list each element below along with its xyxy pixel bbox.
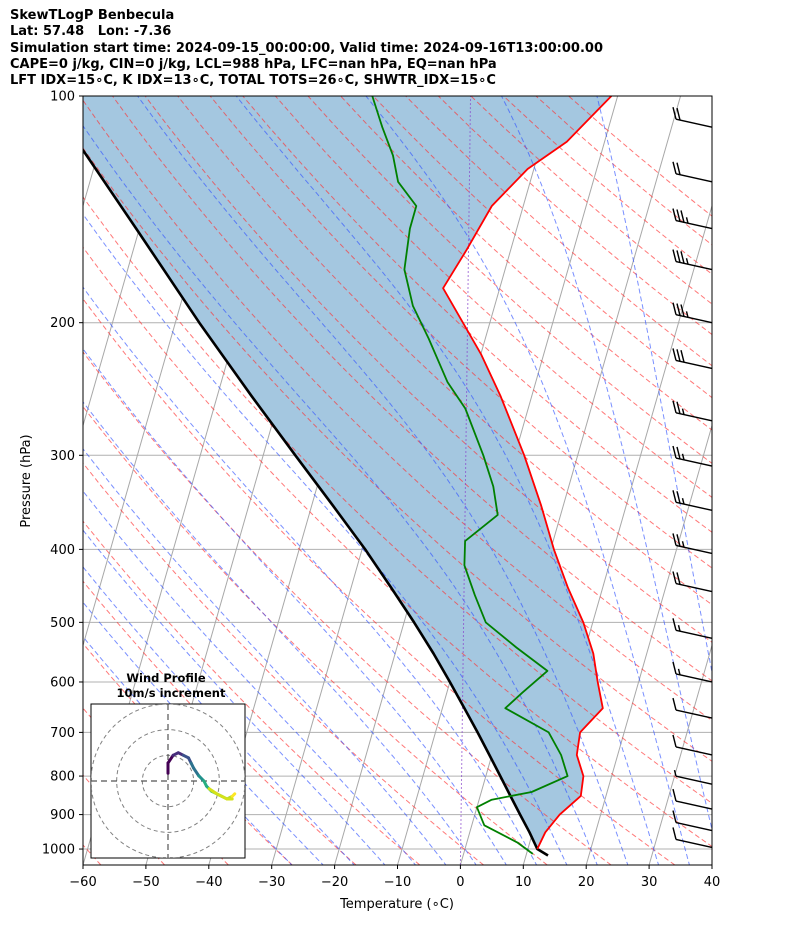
wind-barb <box>672 827 713 849</box>
y-axis-label: Pressure (hPa) <box>19 434 34 527</box>
hodograph-segment <box>230 792 237 798</box>
x-tick-label: 40 <box>704 875 721 890</box>
dry-adiabat <box>83 844 102 865</box>
isotherm <box>648 643 712 865</box>
wind-barb <box>672 490 713 512</box>
dry-adiabat <box>83 298 676 865</box>
moist-adiabat <box>83 286 538 865</box>
hodograph-segment <box>192 766 201 778</box>
y-tick-label: 500 <box>50 616 75 631</box>
dry-adiabat <box>242 96 712 533</box>
title-line-station: SkewTLogP Benbecula <box>10 8 175 23</box>
moist-adiabat <box>83 124 598 865</box>
isotherm <box>775 96 794 865</box>
y-tick-label: 400 <box>50 543 75 558</box>
x-tick-label: 20 <box>578 875 595 890</box>
x-tick-label: −30 <box>258 875 285 890</box>
y-tick-label: 900 <box>50 808 75 823</box>
dry-adiabat <box>275 96 712 499</box>
y-tick-label: 300 <box>50 449 75 464</box>
wind-barb <box>672 445 713 467</box>
y-tick-label: 800 <box>50 770 75 785</box>
x-axis-label: Temperature (∘C) <box>339 897 454 912</box>
wind-barb <box>672 788 713 810</box>
reference-line <box>459 96 472 865</box>
title-line-cape: CAPE=0 j/kg, CIN=0 j/kg, LCL=988 hPa, LF… <box>10 56 497 72</box>
moist-adiabat <box>83 601 324 865</box>
x-tick-label: 10 <box>515 875 532 890</box>
moist-adiabat <box>137 96 629 865</box>
x-tick-label: −50 <box>132 875 159 890</box>
moist-adiabat <box>83 490 417 865</box>
adiabat-layer <box>83 96 712 865</box>
hodograph-title-line2: 10m/s increment <box>117 686 226 700</box>
x-tick-label: 0 <box>456 875 464 890</box>
y-tick-label: 100 <box>50 90 75 105</box>
isotherm <box>711 863 712 865</box>
moist-adiabat <box>83 213 568 865</box>
wind-barb <box>672 107 713 128</box>
cape-fill <box>83 96 612 856</box>
y-tick-label: 600 <box>50 675 75 690</box>
y-tick-label: 700 <box>50 726 75 741</box>
wind-barb <box>672 348 713 370</box>
hodograph-trace <box>166 751 237 801</box>
y-tick-label: 200 <box>50 316 75 331</box>
title-line-indices: LFT IDX=15∘C, K IDX=13∘C, TOTAL TOTS=26∘… <box>10 73 496 89</box>
hodograph-segment <box>207 787 234 801</box>
wind-barb <box>672 533 713 555</box>
x-tick-label: 30 <box>641 875 658 890</box>
isotherm <box>585 423 712 865</box>
parcel-profile-line <box>83 147 549 857</box>
moist-adiabat <box>83 529 386 865</box>
dry-adiabat <box>209 96 712 569</box>
dry-adiabat <box>83 520 421 865</box>
wind-barb <box>672 734 713 756</box>
wind-barb <box>672 571 713 593</box>
chart-title-block: SkewTLogP Benbecula Lat: 57.48 Lon: -7.3… <box>10 8 603 89</box>
wind-barb-layer <box>672 107 713 849</box>
axis-layer: Temperature (∘C) Pressure (hPa) 10020030… <box>19 90 720 913</box>
wind-barb <box>672 208 713 230</box>
moist-adiabat <box>83 348 507 865</box>
dry-adiabat <box>83 351 612 865</box>
wind-barb <box>672 161 713 183</box>
dry-adiabat <box>340 96 712 431</box>
hodograph-inset: Wind Profile 10m/s increment <box>90 671 246 859</box>
dry-adiabat <box>83 246 712 848</box>
series-layer <box>83 96 613 857</box>
moist-adiabat <box>83 401 477 865</box>
moist-adiabat <box>365 96 690 865</box>
wind-barb <box>672 810 713 832</box>
dry-adiabat <box>83 462 484 865</box>
temperature-profile-line <box>442 96 613 850</box>
dry-adiabat <box>177 96 712 606</box>
x-tick-label: −60 <box>69 875 96 890</box>
hodograph-rings <box>91 704 245 858</box>
title-line-location: Lat: 57.48 Lon: -7.36 <box>10 24 172 40</box>
moist-adiabat <box>83 448 447 865</box>
wind-barb <box>672 249 713 271</box>
title-line-times: Simulation start time: 2024-09-15_00:00:… <box>10 40 603 56</box>
wind-barb <box>673 769 713 785</box>
wind-barb <box>672 618 713 639</box>
y-tick-label: 1000 <box>42 843 75 858</box>
dewpoint-profile-line <box>371 96 569 855</box>
moist-adiabat <box>83 566 355 865</box>
x-tick-label: −10 <box>384 875 411 890</box>
hodograph-title-line1: Wind Profile <box>126 671 206 685</box>
hodograph-segment <box>166 753 175 765</box>
x-tick-label: −40 <box>195 875 222 890</box>
cape-fill-layer <box>83 96 612 856</box>
wind-barb <box>672 661 713 683</box>
wind-barb <box>672 302 713 324</box>
wind-barb <box>672 697 713 719</box>
wind-barb <box>672 400 713 422</box>
x-tick-label: −20 <box>321 875 348 890</box>
